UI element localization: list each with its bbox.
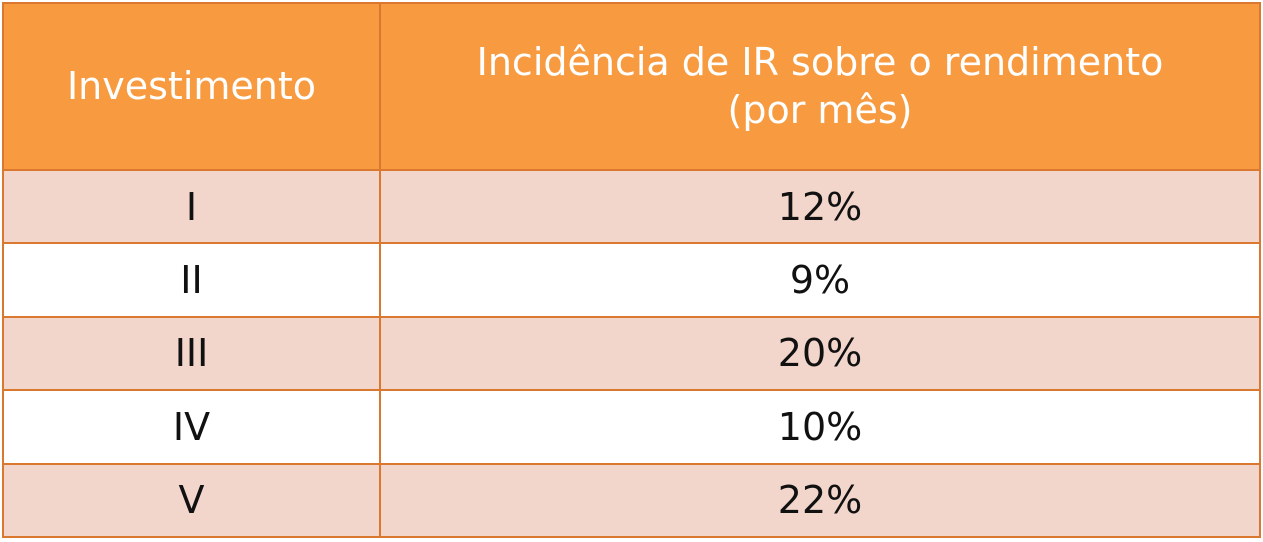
row: V 22%: [2, 462, 1261, 539]
header-cell: Investimento: [2, 2, 381, 171]
cell: 10%: [379, 389, 1261, 465]
header-line: (por mês): [727, 88, 913, 133]
cell: II: [2, 242, 381, 318]
cell: IV: [2, 389, 381, 465]
row: III 20%: [2, 315, 1261, 392]
cell: 20%: [379, 315, 1261, 392]
cell: 22%: [379, 462, 1261, 539]
cell: I: [2, 168, 381, 245]
cell: III: [2, 315, 381, 392]
row: II 9%: [2, 242, 1261, 318]
header-line: Incidência de IR sobre o rendimento: [476, 40, 1164, 85]
row: IV 10%: [2, 389, 1261, 465]
cell: V: [2, 462, 381, 539]
cell: 9%: [379, 242, 1261, 318]
header-row: Investimento Incidência de IR sobre o re…: [2, 2, 1261, 171]
header-cell: Incidência de IR sobre o rendimento (por…: [379, 2, 1261, 171]
row: I 12%: [2, 168, 1261, 245]
cell: 12%: [379, 168, 1261, 245]
